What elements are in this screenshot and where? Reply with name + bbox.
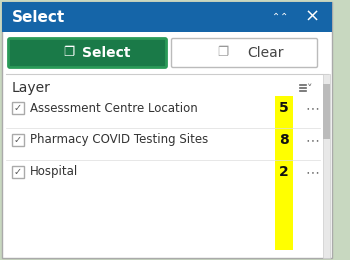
Text: ˅: ˅	[307, 84, 313, 94]
Bar	[2, 2, 332, 32]
Bar	[12, 134, 24, 146]
FancyBboxPatch shape	[172, 38, 317, 68]
Text: ⋯: ⋯	[305, 133, 319, 147]
Text: Layer: Layer	[12, 81, 51, 95]
Bar	[12, 102, 24, 114]
Text: Assessment Centre Location: Assessment Centre Location	[30, 101, 198, 114]
Text: 2: 2	[279, 165, 289, 179]
Bar	[12, 166, 24, 178]
Text: ✓: ✓	[14, 167, 22, 177]
Text: ⋯: ⋯	[305, 101, 319, 115]
Text: ⌃⌃: ⌃⌃	[272, 12, 288, 22]
Bar	[275, 96, 293, 250]
Text: Select: Select	[12, 10, 65, 24]
Text: Clear: Clear	[248, 46, 284, 60]
Text: ✓: ✓	[14, 103, 22, 113]
FancyBboxPatch shape	[8, 38, 167, 68]
Text: ❐: ❐	[63, 47, 75, 60]
Text: Pharmacy COVID Testing Sites: Pharmacy COVID Testing Sites	[30, 133, 208, 146]
Text: ×: ×	[304, 8, 320, 26]
Bar	[323, 74, 330, 258]
Text: 8: 8	[279, 133, 289, 147]
Text: 5: 5	[279, 101, 289, 115]
Bar	[323, 84, 330, 139]
Text: Hospital: Hospital	[30, 166, 78, 179]
Text: ❐: ❐	[217, 47, 229, 60]
Text: ⋯: ⋯	[305, 165, 319, 179]
Text: Select: Select	[82, 46, 130, 60]
Text: ✓: ✓	[14, 135, 22, 145]
